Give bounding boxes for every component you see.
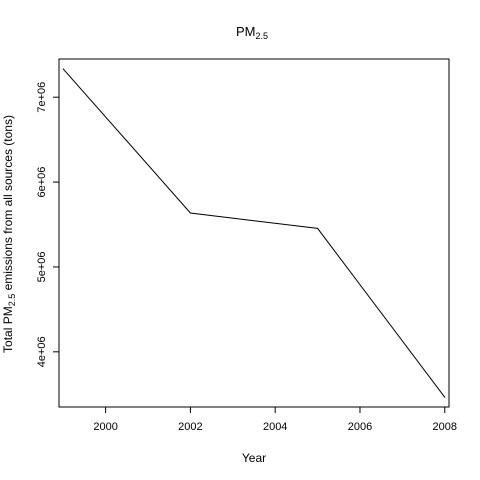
y-tick-label: 4e+06 — [36, 336, 48, 367]
x-tick-label: 2000 — [93, 421, 117, 433]
y-axis-label-subscript: 2.5 — [7, 294, 17, 307]
y-axis-label-prefix: Total PM — [1, 306, 15, 353]
y-axis-label-suffix: emissions from all sources (tons) — [1, 115, 15, 294]
x-tick-label: 2002 — [178, 421, 202, 433]
x-tick-label: 2008 — [433, 421, 457, 433]
data-point — [63, 68, 64, 69]
y-tick-label: 5e+06 — [36, 251, 48, 282]
x-axis: 2000 2002 2004 2006 2008 — [93, 407, 457, 433]
series-layer — [63, 68, 446, 397]
y-axis: 4e+06 5e+06 6e+06 7e+06 — [36, 82, 59, 368]
y-tick-label: 7e+06 — [36, 82, 48, 113]
x-tick-label: 2004 — [263, 421, 287, 433]
emissions-line — [63, 69, 445, 397]
x-tick-label: 2006 — [348, 421, 372, 433]
chart-title-subscript: 2.5 — [255, 31, 268, 41]
chart-title: PM2.5 — [236, 24, 268, 41]
data-point — [190, 212, 191, 213]
x-axis-label: Year — [242, 451, 266, 465]
data-point — [317, 228, 318, 229]
y-axis-label: Total PM2.5 emissions from all sources (… — [1, 115, 17, 353]
data-point — [444, 397, 445, 398]
plot-frame — [59, 59, 449, 407]
y-tick-label: 6e+06 — [36, 167, 48, 198]
chart-title-main: PM — [236, 24, 256, 39]
